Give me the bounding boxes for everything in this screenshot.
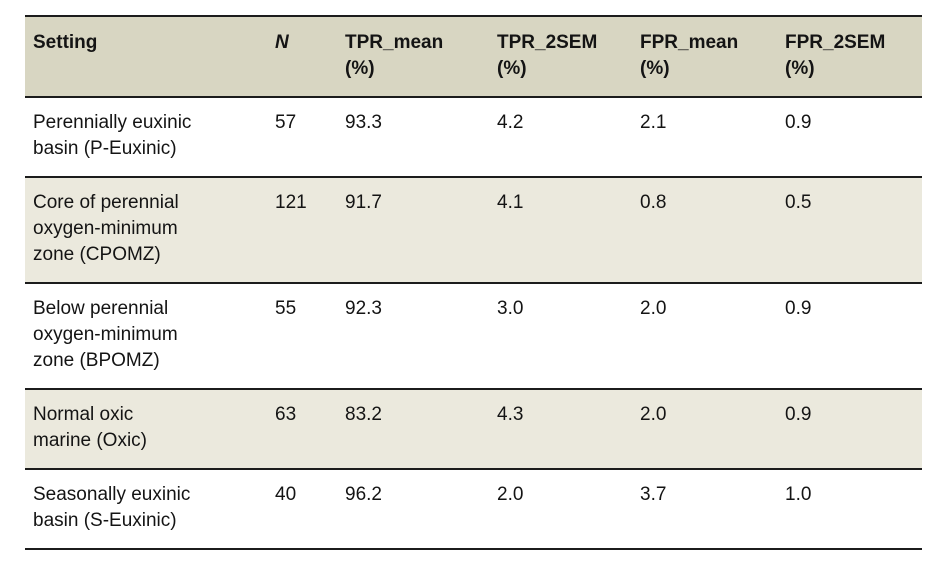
cell-fpr_2sem: 1.0 xyxy=(775,469,922,550)
table-row: Normal oxic marine (Oxic) 63 83.2 4.3 2.0 0.9 xyxy=(25,389,922,470)
column-label: N xyxy=(275,32,289,53)
results-table: Setting N TPR_mean (%) TPR_2SEM (%) FPR_… xyxy=(25,15,922,550)
table-row: Perennially euxinic basin (P-Euxinic) 57 9… xyxy=(25,97,922,178)
column-label: FPR_2SEM xyxy=(785,32,886,53)
column-unit: (%) xyxy=(497,58,527,79)
cell-tpr_mean: 96.2 xyxy=(335,469,487,550)
column-unit: (%) xyxy=(345,58,375,79)
cell-tpr_2sem: 2.0 xyxy=(487,469,630,550)
column-header-fpr-mean: FPR_mean (%) xyxy=(630,16,775,98)
column-header-tpr-mean: TPR_mean (%) xyxy=(335,16,487,98)
cell-fpr_mean: 3.7 xyxy=(630,469,775,550)
column-unit: (%) xyxy=(640,58,670,79)
column-header-setting: Setting xyxy=(25,16,265,98)
column-header-tpr-2sem: TPR_2SEM (%) xyxy=(487,16,630,98)
cell-fpr_mean: 0.8 xyxy=(630,177,775,284)
cell-fpr_2sem: 0.9 xyxy=(775,283,922,390)
cell-setting: Core of perennial oxygen-minimum zone (C… xyxy=(25,177,265,284)
cell-setting: Perennially euxinic basin (P-Euxinic) xyxy=(25,97,265,178)
cell-n: 121 xyxy=(265,177,335,284)
column-label: Setting xyxy=(33,32,98,53)
cell-fpr_mean: 2.0 xyxy=(630,283,775,390)
table-header: Setting N TPR_mean (%) TPR_2SEM (%) FPR_… xyxy=(25,16,922,98)
results-table-container: Setting N TPR_mean (%) TPR_2SEM (%) FPR_… xyxy=(25,15,922,550)
column-label: FPR_mean xyxy=(640,32,739,53)
cell-fpr_2sem: 0.9 xyxy=(775,389,922,470)
cell-n: 57 xyxy=(265,97,335,178)
cell-n: 40 xyxy=(265,469,335,550)
cell-n: 55 xyxy=(265,283,335,390)
table-body: Perennially euxinic basin (P-Euxinic) 57 9… xyxy=(25,97,922,550)
cell-fpr_2sem: 0.9 xyxy=(775,97,922,178)
column-header-fpr-2sem: FPR_2SEM (%) xyxy=(775,16,922,98)
cell-fpr_2sem: 0.5 xyxy=(775,177,922,284)
table-row: Below perennial oxygen-minimum zone (BPO… xyxy=(25,283,922,390)
cell-tpr_mean: 91.7 xyxy=(335,177,487,284)
cell-n: 63 xyxy=(265,389,335,470)
cell-tpr_2sem: 3.0 xyxy=(487,283,630,390)
cell-fpr_mean: 2.0 xyxy=(630,389,775,470)
header-row: Setting N TPR_mean (%) TPR_2SEM (%) FPR_… xyxy=(25,16,922,98)
cell-tpr_2sem: 4.2 xyxy=(487,97,630,178)
cell-tpr_mean: 83.2 xyxy=(335,389,487,470)
column-label: TPR_2SEM xyxy=(497,32,598,53)
cell-tpr_2sem: 4.1 xyxy=(487,177,630,284)
column-header-n: N xyxy=(265,16,335,98)
cell-tpr_mean: 92.3 xyxy=(335,283,487,390)
column-unit: (%) xyxy=(785,58,815,79)
cell-fpr_mean: 2.1 xyxy=(630,97,775,178)
column-label: TPR_mean xyxy=(345,32,444,53)
cell-setting: Seasonally euxinic basin (S-Euxinic) xyxy=(25,469,265,550)
cell-setting: Normal oxic marine (Oxic) xyxy=(25,389,265,470)
cell-setting: Below perennial oxygen-minimum zone (BPO… xyxy=(25,283,265,390)
table-row: Seasonally euxinic basin (S-Euxinic) 40 96… xyxy=(25,469,922,550)
table-row: Core of perennial oxygen-minimum zone (C… xyxy=(25,177,922,284)
cell-tpr_mean: 93.3 xyxy=(335,97,487,178)
cell-tpr_2sem: 4.3 xyxy=(487,389,630,470)
